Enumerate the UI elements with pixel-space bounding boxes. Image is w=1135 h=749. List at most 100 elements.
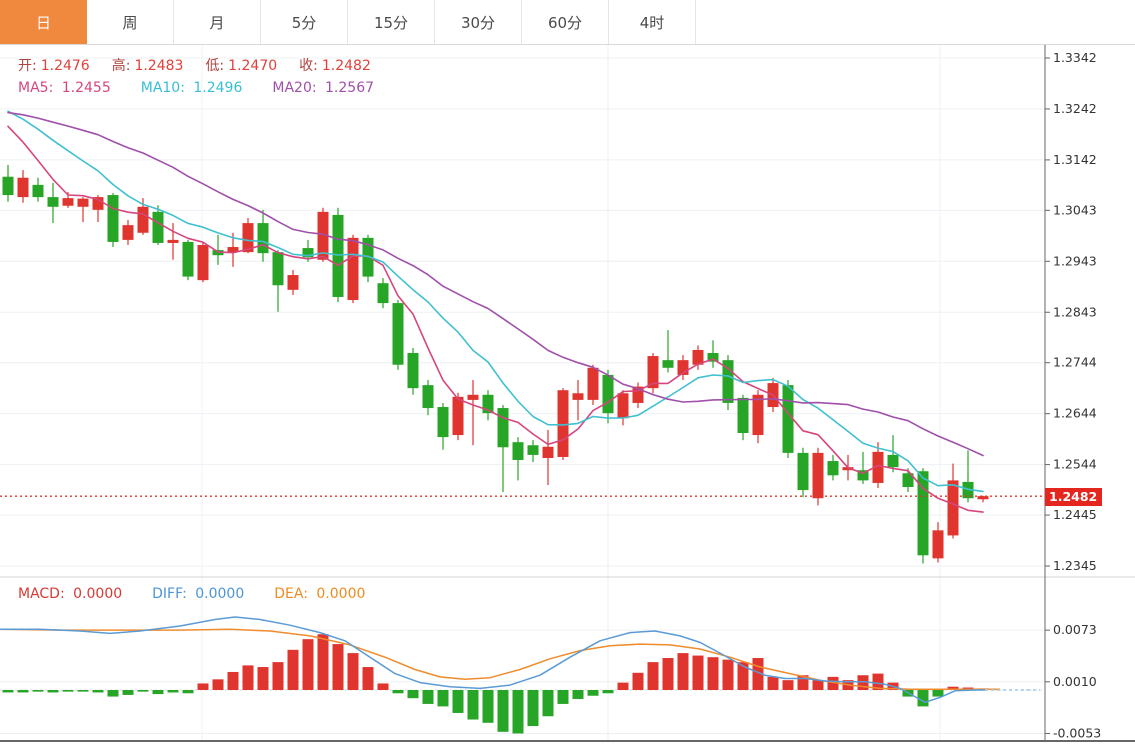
candle-body: [677, 360, 689, 375]
ma-lines: [7, 110, 984, 513]
candle-body: [347, 237, 359, 301]
macd-bar: [917, 690, 929, 707]
svg-text:1.2345: 1.2345: [1053, 558, 1097, 573]
candle-body: [887, 454, 899, 468]
macd-bar: [812, 680, 824, 690]
candle-body: [662, 360, 674, 368]
candle-body: [872, 451, 884, 483]
tab-30min[interactable]: 30分: [435, 0, 522, 44]
candle-body: [692, 349, 704, 365]
macd-bar: [452, 690, 464, 713]
macd-bar: [167, 690, 179, 693]
macd-bar: [287, 649, 299, 690]
candle-body: [947, 480, 959, 536]
macd-bar: [242, 665, 254, 690]
macd-bar: [692, 655, 704, 690]
macd-bar: [857, 675, 869, 690]
macd-bar: [872, 673, 884, 690]
macd-bar: [767, 676, 779, 690]
svg-text:1.2445: 1.2445: [1053, 507, 1097, 522]
candle-body: [242, 223, 254, 253]
macd-bar: [752, 658, 764, 690]
candle-body: [77, 198, 89, 207]
candle-body: [62, 198, 74, 206]
macd-bar: [602, 690, 614, 694]
candle-body: [107, 195, 119, 242]
svg-text:1.2744: 1.2744: [1053, 355, 1097, 370]
candle-body: [617, 393, 629, 419]
ohlc-legend: 开: 1.2476 高: 1.2483 低: 1.2470 收: 1.2482: [18, 55, 393, 75]
close-value: 1.2482: [321, 58, 371, 74]
diff-value: DIFF: 0.0000: [152, 586, 245, 602]
macd-bar: [227, 671, 239, 690]
dea-value: DEA: 0.0000: [274, 586, 366, 602]
candle-body: [602, 374, 614, 414]
ma-legend: MA5: 1.2455 MA10: 1.2496 MA20: 1.2567: [18, 80, 382, 96]
candle-body: [317, 211, 329, 260]
candle-body: [527, 445, 539, 455]
candle-body: [452, 396, 464, 436]
macd-bar: [932, 690, 944, 697]
macd-bar: [77, 690, 89, 692]
tab-month[interactable]: 月: [174, 0, 261, 44]
macd-bar: [392, 690, 404, 694]
low-label: 低:: [205, 58, 225, 74]
macd-bar: [122, 690, 134, 695]
macd-bar: [347, 653, 359, 690]
tab-day[interactable]: 日: [0, 0, 87, 44]
period-tab-bar: 日 周 月 5分 15分 30分 60分 4时: [0, 0, 1135, 45]
candle-body: [857, 470, 869, 481]
macd-bar: [182, 690, 194, 694]
macd-bar: [302, 639, 314, 690]
candle-body: [842, 467, 854, 471]
macd-bar: [587, 690, 599, 696]
macd-bar: [482, 690, 494, 723]
tab-60min[interactable]: 60分: [522, 0, 609, 44]
candle-body: [377, 283, 389, 304]
candle-body: [137, 206, 149, 233]
macd-bar: [422, 690, 434, 704]
macd-bar: [17, 690, 29, 693]
macd-bar: [317, 634, 329, 690]
candle-body: [797, 452, 809, 491]
macd-bar: [107, 690, 119, 697]
candle-body: [542, 446, 554, 458]
tab-15min[interactable]: 15分: [348, 0, 435, 44]
candle-body: [2, 176, 14, 196]
ma5-line: [7, 125, 984, 513]
ma20-line: [7, 111, 984, 457]
svg-text:1.3043: 1.3043: [1053, 202, 1097, 217]
candle-body: [587, 367, 599, 400]
candle-body: [257, 223, 269, 254]
macd-bar: [497, 690, 509, 732]
macd-bar: [257, 667, 269, 690]
macd-bar: [707, 657, 719, 690]
tab-week[interactable]: 周: [87, 0, 174, 44]
svg-text:0.0073: 0.0073: [1053, 622, 1097, 637]
ma20-value: MA20: 1.2567: [272, 80, 375, 96]
macd-bar: [437, 690, 449, 707]
tab-4hour[interactable]: 4时: [609, 0, 696, 44]
high-label: 高:: [111, 58, 131, 74]
close-label: 收:: [299, 58, 318, 74]
candle-body: [482, 394, 494, 414]
macd-bar: [137, 690, 149, 692]
svg-text:1.2644: 1.2644: [1053, 406, 1097, 421]
svg-text:0.0010: 0.0010: [1053, 674, 1097, 689]
candle-body: [572, 393, 584, 400]
macd-legend: MACD: 0.0000 DIFF: 0.0000 DEA: 0.0000: [18, 586, 373, 602]
macd-bar: [62, 690, 74, 692]
candle-body: [977, 496, 989, 500]
candle-body: [722, 360, 734, 403]
candles: [2, 165, 989, 564]
macd-bar: [647, 662, 659, 690]
high-value: 1.2483: [134, 58, 184, 74]
ma10-value: MA10: 1.2496: [140, 80, 243, 96]
candle-body: [392, 303, 404, 365]
macd-bar: [467, 690, 479, 720]
tab-5min[interactable]: 5分: [261, 0, 348, 44]
macd-bar: [737, 662, 749, 690]
macd-bar: [152, 690, 164, 695]
candle-body: [902, 473, 914, 488]
